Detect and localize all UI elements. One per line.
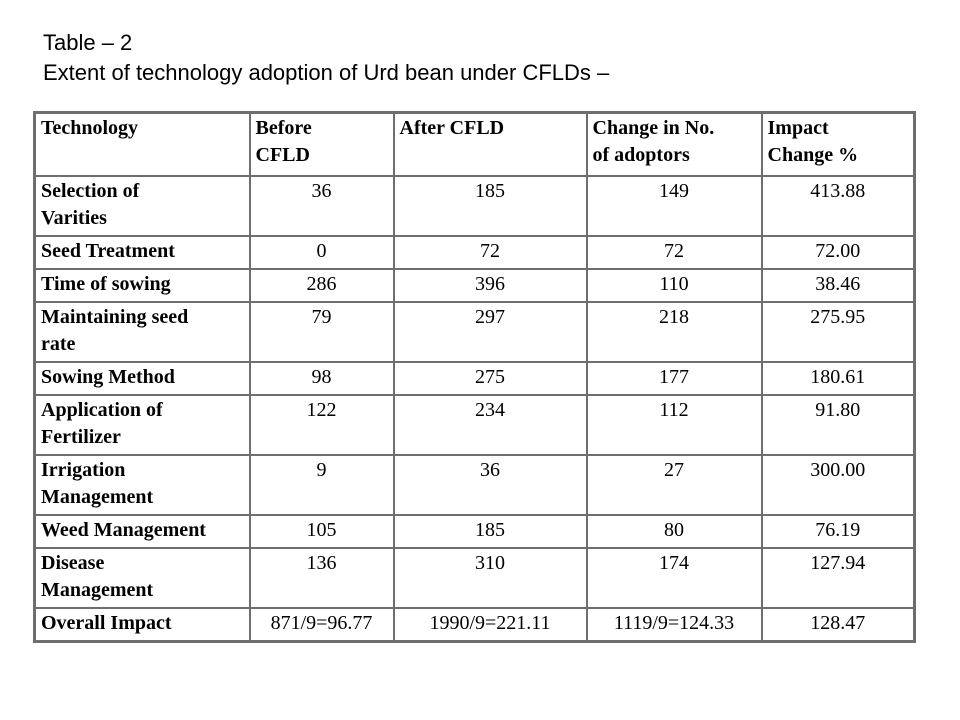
impact-value-cell: 72.00 (760, 235, 916, 270)
impact-value-cell: 128.47 (760, 607, 916, 643)
table-row: Time of sowing 286 396 110 38.46 (33, 268, 916, 303)
table-row: Seed Treatment 0 72 72 72.00 (33, 235, 916, 270)
change-value-cell: 72 (585, 235, 763, 270)
after-value-cell: 297 (392, 301, 588, 363)
technology-cell: Weed Management (33, 514, 251, 549)
after-value-cell: 275 (392, 361, 588, 396)
table-row: Application of Fertilizer 122 234 112 91.80 (33, 394, 916, 456)
header-cell-4: Impact Change % (760, 111, 916, 177)
before-value-cell: 105 (248, 514, 395, 549)
after-value-cell: 185 (392, 514, 588, 549)
impact-value-cell: 180.61 (760, 361, 916, 396)
change-value-cell: 174 (585, 547, 763, 609)
table-row: Maintaining seed rate 79 297 218 275.95 (33, 301, 916, 363)
table-row: Disease Management 136 310 174 127.94 (33, 547, 916, 609)
before-value-cell: 98 (248, 361, 395, 396)
change-value-cell: 218 (585, 301, 763, 363)
impact-value-cell: 76.19 (760, 514, 916, 549)
change-value-cell: 27 (585, 454, 763, 516)
technology-cell: Selection of Varities (33, 175, 251, 237)
technology-cell: Maintaining seed rate (33, 301, 251, 363)
before-value-cell: 871/9=96.77 (248, 607, 395, 643)
technology-cell: Overall Impact (33, 607, 251, 643)
title-line-2: Extent of technology adoption of Urd bea… (43, 60, 610, 85)
table-row: Overall Impact 871/9=96.77 1990/9=221.11 11… (33, 607, 916, 643)
change-value-cell: 1119/9=124.33 (585, 607, 763, 643)
header-cell-1: Before CFLD (248, 111, 395, 177)
before-value-cell: 136 (248, 547, 395, 609)
technology-cell: Irrigation Management (33, 454, 251, 516)
after-value-cell: 185 (392, 175, 588, 237)
technology-cell: Seed Treatment (33, 235, 251, 270)
technology-cell: Time of sowing (33, 268, 251, 303)
impact-value-cell: 91.80 (760, 394, 916, 456)
change-value-cell: 80 (585, 514, 763, 549)
after-value-cell: 1990/9=221.11 (392, 607, 588, 643)
table-row: Sowing Method 98 275 177 180.61 (33, 361, 916, 396)
before-value-cell: 36 (248, 175, 395, 237)
impact-value-cell: 275.95 (760, 301, 916, 363)
table-row: Selection of Varities 36 185 149 413.88 (33, 175, 916, 237)
header-cell-2: After CFLD (392, 111, 588, 177)
technology-cell: Application of Fertilizer (33, 394, 251, 456)
after-value-cell: 396 (392, 268, 588, 303)
after-value-cell: 72 (392, 235, 588, 270)
change-value-cell: 110 (585, 268, 763, 303)
after-value-cell: 234 (392, 394, 588, 456)
table-row: Weed Management 105 185 80 76.19 (33, 514, 916, 549)
technology-cell: Sowing Method (33, 361, 251, 396)
impact-value-cell: 127.94 (760, 547, 916, 609)
change-value-cell: 149 (585, 175, 763, 237)
impact-value-cell: 300.00 (760, 454, 916, 516)
change-value-cell: 177 (585, 361, 763, 396)
after-value-cell: 36 (392, 454, 588, 516)
title-line-1: Table – 2 (43, 30, 133, 55)
slide-title: Table – 2 Extent of technology adoption … (43, 28, 609, 88)
before-value-cell: 0 (248, 235, 395, 270)
change-value-cell: 112 (585, 394, 763, 456)
adoption-table: Technology Before CFLD After CFLD Change in… (33, 111, 916, 643)
before-value-cell: 79 (248, 301, 395, 363)
technology-cell: Disease Management (33, 547, 251, 609)
header-cell-0: Technology (33, 111, 251, 177)
before-value-cell: 9 (248, 454, 395, 516)
table-body: Selection of Varities 36 185 149 413.88 Seed … (33, 175, 916, 643)
header-cell-3: Change in No. of adoptors (585, 111, 763, 177)
after-value-cell: 310 (392, 547, 588, 609)
before-value-cell: 122 (248, 394, 395, 456)
header-row: Technology Before CFLD After CFLD Change in… (33, 111, 916, 177)
impact-value-cell: 413.88 (760, 175, 916, 237)
impact-value-cell: 38.46 (760, 268, 916, 303)
table-row: Irrigation Management 9 36 27 300.00 (33, 454, 916, 516)
before-value-cell: 286 (248, 268, 395, 303)
